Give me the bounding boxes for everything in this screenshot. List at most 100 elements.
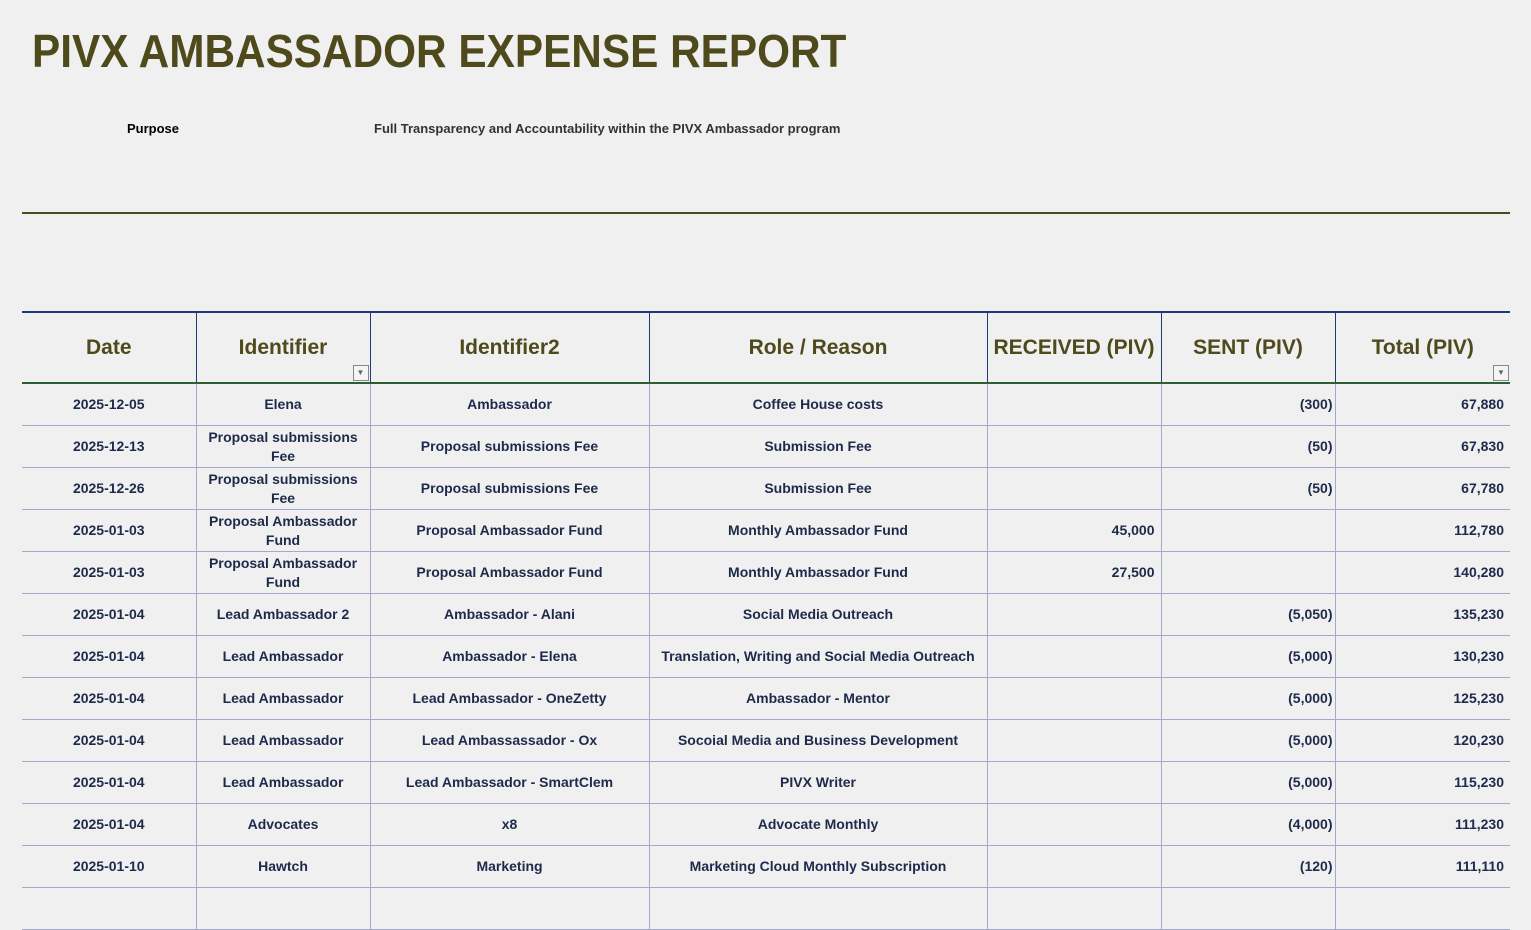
cell-received[interactable] — [986, 803, 1161, 846]
cell-role-reason[interactable]: Submission Fee — [648, 425, 987, 468]
cell-identifier2[interactable]: Ambassador - Elena — [369, 635, 649, 678]
cell-identifier[interactable]: Lead Ambassador — [195, 761, 370, 804]
cell-date[interactable]: 2025-01-03 — [22, 509, 196, 552]
cell-date[interactable]: 2025-01-03 — [22, 551, 196, 594]
cell-identifier2[interactable]: Proposal Ambassador Fund — [369, 509, 649, 552]
cell-identifier[interactable]: Elena — [195, 383, 370, 426]
cell-total[interactable]: 111,110 — [1334, 845, 1510, 888]
table-row: 2025-01-10 Hawtch Marketing Marketing Cloud… — [22, 845, 1510, 888]
cell-identifier[interactable] — [195, 887, 370, 930]
cell-role-reason[interactable]: PIVX Writer — [648, 761, 987, 804]
filter-dropdown-icon[interactable]: ▼ — [1493, 365, 1509, 381]
cell-total[interactable]: 135,230 — [1334, 593, 1510, 636]
table-row: 2025-01-04 Lead Ambassador Ambassador - El… — [22, 635, 1510, 678]
cell-total[interactable]: 140,280 — [1334, 551, 1510, 594]
cell-received[interactable] — [986, 635, 1161, 678]
cell-date[interactable]: 2025-01-04 — [22, 803, 196, 846]
cell-received[interactable] — [986, 677, 1161, 720]
cell-sent[interactable]: (4,000) — [1160, 803, 1335, 846]
cell-total[interactable]: 111,230 — [1334, 803, 1510, 846]
cell-received[interactable] — [986, 425, 1161, 468]
cell-received[interactable] — [986, 383, 1161, 426]
cell-role-reason[interactable]: Ambassador - Mentor — [648, 677, 987, 720]
cell-date[interactable]: 2025-01-04 — [22, 761, 196, 804]
cell-sent[interactable] — [1160, 551, 1335, 594]
cell-date[interactable]: 2025-12-13 — [22, 425, 196, 468]
cell-identifier2[interactable]: Ambassador - Alani — [369, 593, 649, 636]
cell-total[interactable]: 112,780 — [1334, 509, 1510, 552]
cell-received[interactable] — [986, 845, 1161, 888]
cell-date[interactable]: 2025-12-26 — [22, 467, 196, 510]
cell-total[interactable]: 125,230 — [1334, 677, 1510, 720]
cell-identifier[interactable]: Lead Ambassador — [195, 677, 370, 720]
cell-received[interactable] — [986, 761, 1161, 804]
purpose-label: Purpose — [127, 121, 180, 136]
cell-sent[interactable]: (5,000) — [1160, 635, 1335, 678]
cell-date[interactable]: 2025-12-05 — [22, 383, 196, 426]
cell-sent[interactable]: (120) — [1160, 845, 1335, 888]
cell-received[interactable]: 45,000 — [986, 509, 1161, 552]
cell-date[interactable]: 2025-01-04 — [22, 677, 196, 720]
cell-received[interactable] — [986, 467, 1161, 510]
cell-sent[interactable]: (5,050) — [1160, 593, 1335, 636]
cell-identifier[interactable]: Proposal submissions Fee — [195, 425, 370, 468]
cell-role-reason[interactable]: Submission Fee — [648, 467, 987, 510]
cell-role-reason[interactable]: Translation, Writing and Social Media Ou… — [648, 635, 987, 678]
cell-received[interactable] — [986, 593, 1161, 636]
cell-identifier[interactable]: Lead Ambassador — [195, 635, 370, 678]
cell-identifier2[interactable]: x8 — [369, 803, 649, 846]
cell-total[interactable]: 130,230 — [1334, 635, 1510, 678]
cell-role-reason[interactable]: Coffee House costs — [648, 383, 987, 426]
cell-sent[interactable]: (5,000) — [1160, 719, 1335, 762]
cell-total[interactable]: 115,230 — [1334, 761, 1510, 804]
cell-total[interactable]: 67,880 — [1334, 383, 1510, 426]
cell-identifier[interactable]: Proposal Ambassador Fund — [195, 551, 370, 594]
cell-sent[interactable]: (5,000) — [1160, 677, 1335, 720]
expense-table: Date Identifier ▼ Identifier2 Role / Reas… — [22, 311, 1510, 930]
cell-date[interactable]: 2025-01-04 — [22, 593, 196, 636]
cell-identifier2[interactable]: Lead Ambassador - SmartClem — [369, 761, 649, 804]
cell-role-reason[interactable]: Socoial Media and Business Development — [648, 719, 987, 762]
cell-role-reason[interactable] — [648, 887, 987, 930]
cell-identifier2[interactable]: Proposal submissions Fee — [369, 467, 649, 510]
cell-date[interactable]: 2025-01-10 — [22, 845, 196, 888]
cell-received[interactable] — [986, 719, 1161, 762]
cell-identifier2[interactable]: Proposal Ambassador Fund — [369, 551, 649, 594]
cell-date[interactable]: 2025-01-04 — [22, 635, 196, 678]
cell-sent[interactable] — [1160, 887, 1335, 930]
cell-sent[interactable]: (50) — [1160, 467, 1335, 510]
cell-identifier2[interactable] — [369, 887, 649, 930]
cell-date[interactable] — [22, 887, 196, 930]
cell-identifier[interactable]: Proposal submissions Fee — [195, 467, 370, 510]
cell-sent[interactable]: (5,000) — [1160, 761, 1335, 804]
cell-role-reason[interactable]: Marketing Cloud Monthly Subscription — [648, 845, 987, 888]
cell-role-reason[interactable]: Advocate Monthly — [648, 803, 987, 846]
cell-identifier[interactable]: Hawtch — [195, 845, 370, 888]
cell-identifier2[interactable]: Marketing — [369, 845, 649, 888]
cell-received[interactable] — [986, 887, 1161, 930]
cell-role-reason[interactable]: Social Media Outreach — [648, 593, 987, 636]
filter-dropdown-icon[interactable]: ▼ — [352, 365, 369, 381]
cell-identifier2[interactable]: Lead Ambassassador - Ox — [369, 719, 649, 762]
col-identifier-label: Identifier — [238, 335, 328, 359]
cell-sent[interactable]: (50) — [1160, 425, 1335, 468]
cell-identifier2[interactable]: Ambassador — [369, 383, 649, 426]
cell-identifier2[interactable]: Proposal submissions Fee — [369, 425, 649, 468]
cell-total[interactable]: 67,780 — [1334, 467, 1510, 510]
cell-role-reason[interactable]: Monthly Ambassador Fund — [648, 551, 987, 594]
cell-total[interactable]: 120,230 — [1334, 719, 1510, 762]
cell-sent[interactable]: (300) — [1160, 383, 1335, 426]
cell-date[interactable]: 2025-01-04 — [22, 719, 196, 762]
table-row: 2025-12-05 Elena Ambassador Coffee House co… — [22, 383, 1510, 426]
cell-identifier[interactable]: Proposal Ambassador Fund — [195, 509, 370, 552]
cell-sent[interactable] — [1160, 509, 1335, 552]
cell-total[interactable] — [1334, 887, 1510, 930]
cell-identifier[interactable]: Advocates — [195, 803, 370, 846]
cell-identifier[interactable]: Lead Ambassador — [195, 719, 370, 762]
cell-role-reason[interactable]: Monthly Ambassador Fund — [648, 509, 987, 552]
cell-identifier[interactable]: Lead Ambassador 2 — [195, 593, 370, 636]
cell-identifier2[interactable]: Lead Ambassador - OneZetty — [369, 677, 649, 720]
table-row: 2025-01-04 Lead Ambassador Lead Ambassador… — [22, 677, 1510, 720]
cell-total[interactable]: 67,830 — [1334, 425, 1510, 468]
cell-received[interactable]: 27,500 — [986, 551, 1161, 594]
